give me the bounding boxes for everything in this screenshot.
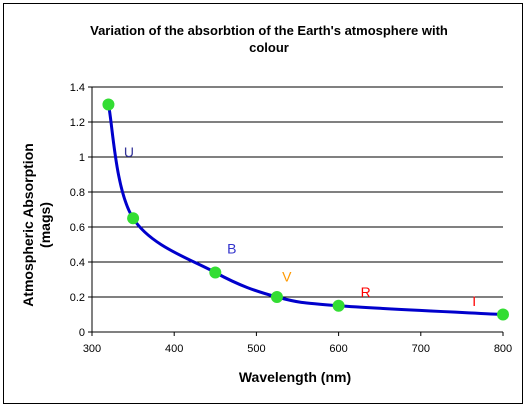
x-tick-label: 800 [494, 343, 512, 355]
y-axis-label-line-2: (mags) [37, 202, 53, 248]
data-point [497, 308, 509, 321]
chart: Variation of the absorbtion of the Earth… [20, 23, 512, 385]
x-axis-label: Wavelength (nm) [239, 369, 351, 385]
x-tick-label: 700 [412, 343, 430, 355]
axes [88, 86, 504, 336]
data-point [102, 98, 115, 111]
y-tick-labels: 0 0.2 0.4 0.6 0.8 1 1.2 1.4 [70, 82, 85, 339]
band-label: U [124, 144, 134, 160]
band-label: I [472, 293, 476, 309]
data-point [127, 212, 140, 225]
x-tick-label: 400 [165, 343, 183, 355]
band-label: R [361, 284, 371, 300]
x-tick-label: 300 [83, 343, 101, 355]
chart-title-line-2: colour [249, 40, 289, 55]
y-tick-label: 1.2 [70, 117, 85, 129]
data-series [102, 98, 509, 321]
series-line [106, 104, 504, 316]
y-tick-label: 1 [79, 152, 85, 164]
y-axis-label-line-1: Atmospheric Absorption [20, 143, 36, 307]
band-labels: U B V R I [124, 144, 476, 309]
chart-frame: Variation of the absorbtion of the Earth… [3, 3, 523, 404]
x-tick-label: 500 [247, 343, 265, 355]
data-point [332, 299, 345, 312]
gridlines [92, 86, 503, 298]
y-tick-label: 0.8 [70, 187, 85, 199]
data-point [270, 291, 283, 303]
y-tick-label: 0.4 [70, 257, 85, 269]
y-tick-label: 1.4 [70, 82, 85, 94]
data-point [209, 266, 222, 279]
y-tick-label: 0.6 [70, 222, 85, 234]
x-tick-labels: 300 400 500 600 700 800 [83, 343, 512, 355]
y-tick-label: 0 [79, 327, 85, 339]
y-tick-label: 0.2 [70, 292, 85, 304]
band-label: V [282, 268, 292, 284]
chart-title-line-1: Variation of the absorbtion of the Earth… [90, 23, 448, 38]
band-label: B [227, 240, 236, 256]
x-tick-label: 600 [329, 343, 347, 355]
